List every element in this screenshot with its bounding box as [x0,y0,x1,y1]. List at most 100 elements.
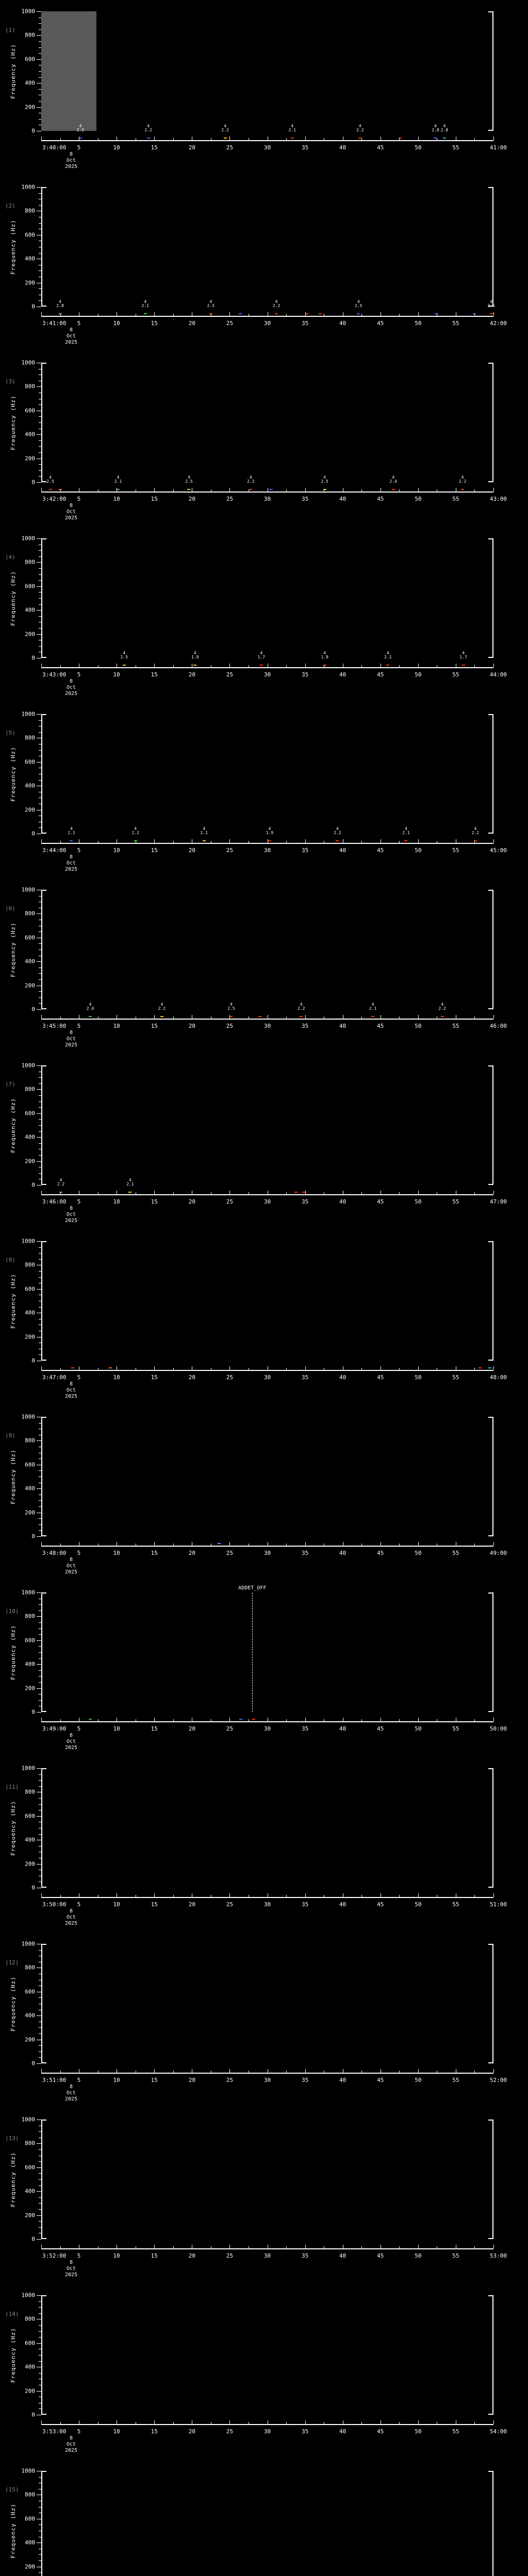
x-axis-tick-label: 5 [77,1901,81,1908]
pick-marker [358,138,362,139]
y-axis-minor-tick [39,1700,41,1701]
x-axis-end-label: 43:00 [489,496,507,502]
x-axis-tick-label: 5 [77,1198,81,1205]
pick-label: 4 2.2 [221,124,228,132]
axis-cap [488,2471,493,2472]
x-axis-tick [41,1893,42,1897]
pick-marker [160,1016,163,1017]
x-axis-tick [41,2420,42,2424]
y-axis-title: Frequency (Hz) [9,1449,16,1504]
y-axis-tick [37,107,41,108]
x-axis-date-stack: 8 Oct 2025 [56,1381,87,1400]
y-axis-line [41,714,42,834]
x-axis-tick-label: 10 [113,1023,120,1029]
y-axis-tick [37,1640,41,1641]
x-axis-minor-tick [173,1544,174,1546]
pick-marker [323,665,326,666]
pick-count-value: 4 [392,475,395,480]
x-axis-tick-label: 30 [263,144,271,151]
plot-area: 0 200 400 600 800 1000 [22,1239,493,1364]
y-axis-tick-label: 400 [25,79,35,87]
axis-cap [488,538,493,539]
x-axis: 3:53:00 5 10 15 20 25 30 35 40 45 50 55 54:00 8 Oct 202… [41,2420,507,2453]
y-axis-tick-label: 600 [25,1988,35,1995]
pick-marker [89,1016,92,1017]
date-line: 2025 [64,2096,78,2102]
y-axis-tick [37,11,41,12]
x-axis-tick [229,1015,230,1019]
x-axis-end-label: 50:00 [489,1725,507,1732]
y-axis-tick-label: 0 [31,654,35,662]
x-axis-minor-tick [60,1016,61,1019]
x-axis-minor-tick [60,2422,61,2424]
axis-cap [488,2414,493,2415]
x-axis-tick-label: 15 [151,847,158,854]
y-axis-tick-label: 1000 [21,1062,36,1069]
pick-label: 4 1.9 [321,651,328,659]
pick-marker [489,313,493,314]
y-axis-line-right [492,2471,493,2576]
pick-label: 4 2.2 [298,1003,305,1011]
x-axis-minor-tick [399,1719,400,1721]
pick-marker [434,313,438,314]
x-axis-end-label: 45:00 [489,847,507,854]
x-axis-tick [229,1893,230,1897]
y-axis-tick-label: 200 [25,631,35,638]
y-axis-minor-tick [39,1834,41,1835]
pick-count-value: 4 [79,124,82,128]
x-axis-date-stack: 8 Oct 2025 [56,2435,87,2454]
x-axis-tick [229,1718,230,1721]
x-axis-end-label: 42:00 [489,320,507,327]
x-axis-tick-label: 30 [263,847,271,854]
pick-count-value: 4 [224,124,227,128]
y-axis-tick-label: 600 [25,1110,35,1117]
pick-magnitude-value: 2.2 [131,831,139,835]
pick-magnitude-value: 2.8 [440,128,449,132]
pick-count-value: 4 [229,1002,233,1007]
x-axis-tick-label: 45 [377,1550,384,1556]
pick-marker [461,665,465,666]
pick-markers [41,1527,493,1545]
x-axis-tick [41,1542,42,1546]
y-axis-tick-label: 0 [31,830,35,837]
x-axis-end-label: 41:00 [489,144,507,151]
y-axis-tick-label: 1000 [21,2467,36,2475]
y-axis-tick-label: 400 [25,431,35,438]
x-axis-tick-label: 15 [151,1198,158,1205]
x-axis-tick-label: 55 [452,671,459,678]
y-axis-minor-tick [39,991,41,992]
x-axis-tick-label: 30 [263,1901,271,1908]
y-axis-tick-label: 200 [25,806,35,814]
y-axis-title: Frequency (Hz) [9,570,16,626]
x-axis-tick [305,2245,306,2248]
x-axis-tick [305,488,306,492]
y-axis-minor-tick [39,1622,41,1623]
date-line: 8 [69,327,73,333]
y-axis-minor-tick [39,2524,41,2526]
y-axis-minor-tick [39,2301,41,2302]
y-axis-minor-tick [39,193,41,194]
x-axis-tick-label: 55 [452,2428,459,2435]
x-axis-minor-tick [399,2422,400,2424]
x-axis-tick [229,488,230,492]
y-axis-tick-label: 800 [25,734,35,741]
x-axis-tick [154,488,155,492]
y-axis-tick-label: 400 [25,1485,35,1492]
pick-marker [290,138,294,139]
y-axis-tick-label: 600 [25,934,35,941]
pick-label: 4 1.9 [266,827,273,835]
date-line: 2025 [64,1042,78,1048]
y-axis-tick-label: 600 [25,1461,35,1468]
x-axis: 3:43:00 5 10 15 20 25 30 35 40 45 50 55 44:00 8 Oct 202… [41,664,507,697]
x-axis-tick-label: 40 [339,1374,346,1381]
pick-count-value: 4 [357,299,360,304]
pick-label: 4 2.4 [87,1003,94,1011]
x-axis-minor-tick [361,2246,362,2248]
x-axis-minor-tick [474,489,475,492]
pick-marker [71,1367,75,1368]
y-axis-minor-tick [39,1997,41,1998]
x-axis-minor-tick [361,1192,362,1194]
x-axis-minor-tick [361,1895,362,1897]
pick-marker [461,489,465,490]
axis-cap [41,1887,46,1888]
